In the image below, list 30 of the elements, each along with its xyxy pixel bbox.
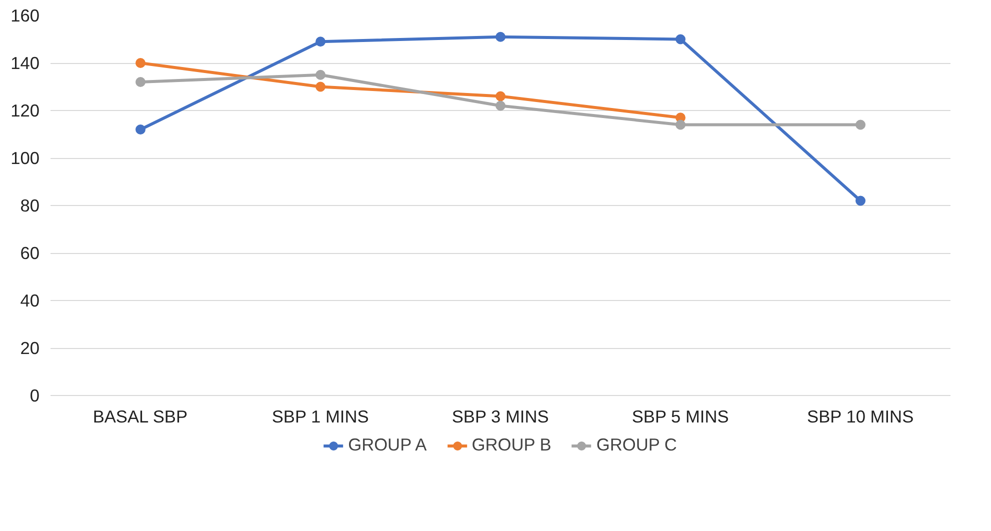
- y-tick-label: 80: [20, 196, 40, 216]
- point: [316, 82, 326, 92]
- y-tick-label: 0: [30, 386, 40, 406]
- point: [856, 196, 866, 206]
- legend-label: GROUP C: [596, 434, 677, 456]
- point: [496, 91, 506, 102]
- x-tick-label: SBP 5 MINS: [632, 406, 729, 426]
- point: [856, 120, 866, 130]
- x-tick-label: SBP 10 MINS: [807, 406, 914, 426]
- y-tick-label: 100: [10, 148, 40, 168]
- y-tick-label: 140: [10, 53, 40, 73]
- x-tick-label: BASAL SBP: [92, 406, 188, 426]
- point: [496, 100, 506, 111]
- point: [136, 58, 146, 68]
- point: [676, 120, 686, 130]
- y-tick-label: 60: [20, 243, 40, 263]
- point: [136, 77, 146, 87]
- legend-label: GROUP A: [348, 434, 427, 456]
- point: [136, 124, 146, 134]
- point: [676, 34, 686, 44]
- y-tick-label: 40: [20, 290, 40, 310]
- legend-label: GROUP B: [472, 434, 552, 456]
- x-tick-label: SBP 3 MINS: [452, 406, 549, 426]
- y-tick-label: 20: [20, 338, 40, 358]
- point: [496, 32, 506, 42]
- x-tick-label: SBP 1 MINS: [272, 406, 369, 426]
- point: [316, 70, 326, 80]
- y-tick-label: 160: [10, 6, 40, 26]
- y-tick-label: 120: [10, 100, 40, 120]
- point: [316, 36, 326, 47]
